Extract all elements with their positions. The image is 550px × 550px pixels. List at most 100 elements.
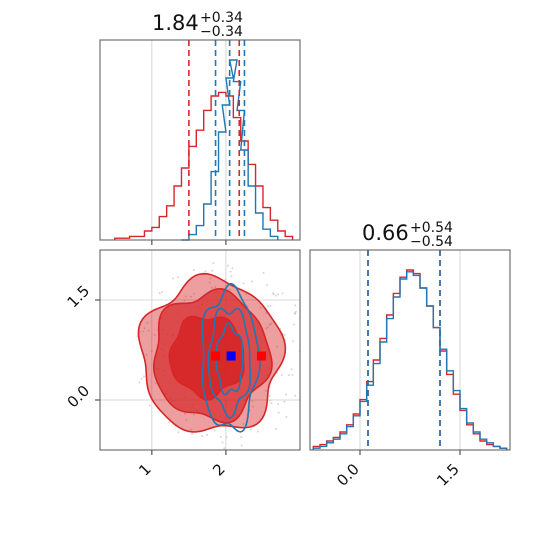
sample-point xyxy=(268,323,271,326)
sample-point xyxy=(268,394,271,397)
sample-point xyxy=(221,441,224,444)
sample-point xyxy=(140,377,143,380)
sample-point xyxy=(294,312,297,315)
sample-point xyxy=(242,422,245,425)
sample-point xyxy=(189,295,192,298)
sample-point xyxy=(285,415,288,418)
sample-point xyxy=(292,340,295,343)
sample-point xyxy=(206,434,209,437)
sample-point xyxy=(276,403,279,406)
sample-point xyxy=(154,382,157,385)
sample-point xyxy=(259,306,262,309)
sample-point xyxy=(287,374,290,377)
sample-point xyxy=(283,333,286,336)
sample-point xyxy=(209,277,212,280)
blue-contour-2 xyxy=(207,307,252,419)
title-param-0-plus: +0.34 xyxy=(200,10,243,26)
histogram-param-1-series-1 xyxy=(312,271,508,450)
sample-point xyxy=(275,428,278,431)
panel-frame xyxy=(309,249,511,451)
sample-point xyxy=(280,373,283,376)
sample-point xyxy=(204,270,207,273)
sample-point xyxy=(251,405,254,408)
title-param-1-plus: +0.54 xyxy=(410,220,453,236)
sample-point xyxy=(183,299,186,302)
sample-point xyxy=(212,261,215,264)
y-tick-label-param-1: 0.0 xyxy=(64,382,94,412)
sample-point xyxy=(147,329,150,332)
sample-point xyxy=(265,311,268,314)
sample-point xyxy=(270,322,273,325)
sample-point xyxy=(224,279,227,282)
contours xyxy=(137,272,287,433)
sample-point xyxy=(256,430,259,433)
panel-hist-param-1 xyxy=(309,249,511,455)
sample-point xyxy=(192,268,195,271)
sample-point xyxy=(193,292,196,295)
sample-point xyxy=(227,264,230,267)
sample-point xyxy=(191,432,194,435)
marker-0 xyxy=(211,351,221,361)
sample-point xyxy=(138,381,141,384)
sample-point xyxy=(158,292,161,295)
sample-point xyxy=(249,428,252,431)
sample-point xyxy=(208,281,211,284)
sample-point xyxy=(177,431,180,434)
sample-point xyxy=(272,293,275,296)
sample-point xyxy=(274,294,277,297)
marker-1 xyxy=(226,351,236,361)
sample-point xyxy=(145,353,148,356)
sample-point xyxy=(251,400,254,403)
x-tick-label-param-0: 2 xyxy=(209,460,228,479)
sample-point xyxy=(192,413,195,416)
y-tick-label-param-1: 1.5 xyxy=(64,282,94,312)
sample-point xyxy=(276,345,279,348)
sample-point xyxy=(265,284,268,287)
sample-point xyxy=(231,267,234,270)
title-param-0: 1.84 +0.34 −0.34 xyxy=(152,10,243,40)
sample-point xyxy=(214,285,217,288)
sample-point xyxy=(160,290,163,293)
sample-point xyxy=(201,435,204,438)
sample-point xyxy=(284,393,287,396)
sample-point xyxy=(270,402,273,405)
sample-point xyxy=(153,334,156,337)
sample-point xyxy=(225,436,228,439)
x-tick-label-param-1: 1.5 xyxy=(433,460,463,490)
sample-point xyxy=(242,282,245,285)
sample-point xyxy=(148,404,151,407)
sample-point xyxy=(294,394,297,397)
sample-point xyxy=(210,286,213,289)
histogram-param-1-series-0 xyxy=(312,269,508,450)
sample-point xyxy=(220,435,223,438)
sample-point xyxy=(269,399,272,402)
panel-frame xyxy=(99,249,301,451)
panel-hist-param-0 xyxy=(99,39,301,245)
histogram-param-0-series-0 xyxy=(114,91,294,240)
title-param-1-minus: −0.54 xyxy=(410,234,453,250)
sample-point xyxy=(265,327,268,330)
x-tick-label-param-1: 0.0 xyxy=(333,460,363,490)
sample-point xyxy=(283,400,286,403)
sample-point xyxy=(211,269,214,272)
sample-point xyxy=(228,288,231,291)
title-param-0-minus: −0.34 xyxy=(200,24,243,40)
sample-point xyxy=(251,280,254,283)
sample-point xyxy=(142,330,145,333)
sample-point xyxy=(240,444,243,447)
blue-contour-1 xyxy=(201,282,261,433)
sample-point xyxy=(229,270,232,273)
sample-point xyxy=(240,435,243,438)
sample-point xyxy=(168,421,171,424)
sample-point xyxy=(142,375,145,378)
sample-point xyxy=(262,271,265,274)
sample-point xyxy=(223,447,226,450)
sample-point xyxy=(266,326,269,329)
sample-point xyxy=(245,293,248,296)
panel-frame xyxy=(99,39,301,241)
sample-point xyxy=(150,350,153,353)
sample-point xyxy=(185,418,188,421)
sample-point xyxy=(267,305,270,308)
sample-point xyxy=(290,368,293,371)
red-contour-3 xyxy=(168,315,245,401)
